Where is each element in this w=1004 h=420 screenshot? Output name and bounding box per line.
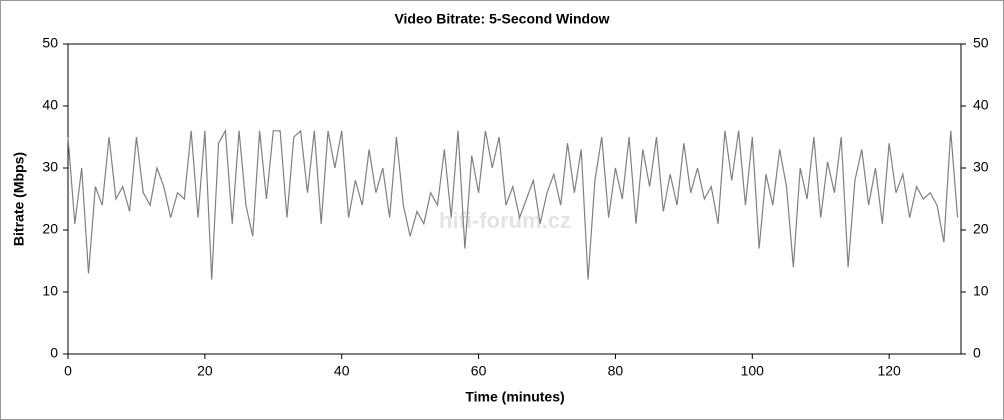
x-tick-label: 40 bbox=[334, 363, 350, 379]
line-series bbox=[67, 128, 959, 280]
x-tick-label: 20 bbox=[197, 363, 213, 379]
watermark: hifi-forum.cz bbox=[439, 208, 571, 233]
y2-tick-label: 0 bbox=[973, 345, 981, 361]
x-tick-label: 100 bbox=[741, 363, 765, 379]
x-axis-label: Time (minutes) bbox=[465, 389, 564, 405]
y-tick-label: 10 bbox=[42, 283, 58, 299]
chart-title: Video Bitrate: 5-Second Window bbox=[394, 11, 609, 27]
y2-tick-label: 40 bbox=[973, 97, 989, 113]
y-tick-label: 50 bbox=[42, 35, 58, 51]
y2-tick-label: 20 bbox=[973, 221, 989, 237]
y-tick-label: 40 bbox=[42, 97, 58, 113]
y2-tick-label: 50 bbox=[973, 35, 989, 51]
y-tick-label: 30 bbox=[42, 159, 58, 175]
x-tick-label: 120 bbox=[877, 363, 901, 379]
y-axis-label: Bitrate (Mbps) bbox=[11, 152, 27, 246]
y-tick-label: 0 bbox=[50, 345, 58, 361]
y2-tick-label: 30 bbox=[973, 159, 989, 175]
plot-frame bbox=[67, 43, 962, 355]
y-tick-label: 20 bbox=[42, 221, 58, 237]
y2-tick-label: 10 bbox=[973, 283, 989, 299]
x-tick-label: 0 bbox=[64, 363, 72, 379]
x-tick-label: 80 bbox=[608, 363, 624, 379]
x-tick-label: 60 bbox=[471, 363, 487, 379]
